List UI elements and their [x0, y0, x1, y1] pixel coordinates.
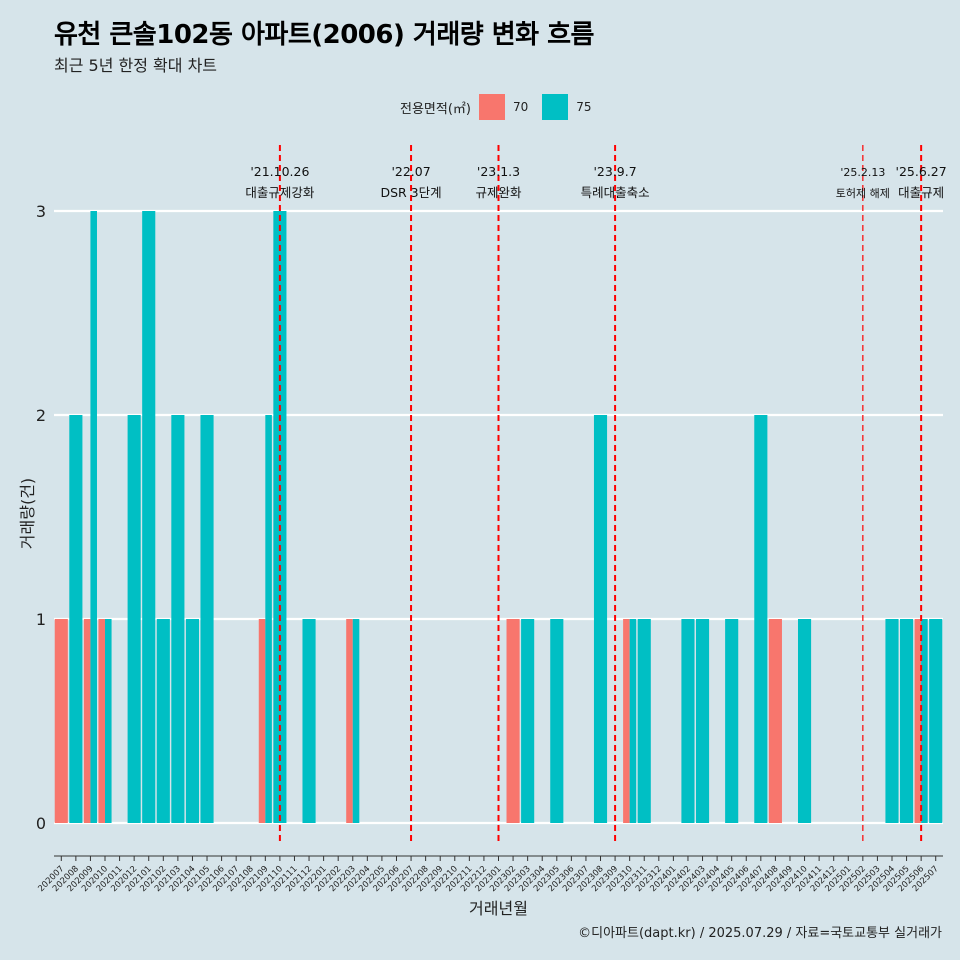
bar-70-202310	[623, 619, 630, 823]
event-date: '23.1.3	[477, 164, 520, 179]
bar-75-202009	[90, 211, 97, 823]
bar-75-202410	[797, 619, 812, 823]
chart-title: 유천 큰솔102동 아파트(2006) 거래량 변화 흐름	[54, 20, 594, 50]
y-tick-label: 0	[36, 814, 46, 833]
bar-75-202403	[695, 619, 710, 823]
bar-75-202109	[265, 415, 272, 823]
y-tick-label: 3	[36, 202, 46, 221]
bar-75-202402	[681, 619, 695, 823]
bar-75-202104	[185, 619, 200, 823]
bar-75-202310	[629, 619, 637, 823]
chart-subtitle: 최근 5년 한정 확대 차트	[54, 56, 218, 75]
bar-75-202105	[200, 415, 214, 823]
bar-75-202102	[156, 619, 170, 823]
event-label: DSR 3단계	[380, 185, 441, 200]
footer-credit: ©디아파트(dapt.kr) / 2025.07.29 / 자료=국토교통부 실…	[578, 926, 942, 941]
legend-label-70: 70	[512, 100, 529, 114]
bar-75-202308	[593, 415, 608, 823]
event-label: 대출규제강화	[245, 185, 315, 200]
bar-75-202505	[900, 619, 914, 823]
bar-75-202101	[142, 211, 156, 823]
event-date: '25.6.27	[896, 164, 947, 179]
bar-70-202009	[83, 619, 91, 823]
legend-swatch-75	[542, 94, 569, 120]
bar-70-202302	[506, 619, 520, 823]
bar-75-202311	[637, 619, 651, 823]
bar-70-202109	[258, 619, 266, 823]
event-label: 규제완화	[475, 185, 522, 200]
event-date: '22.07	[391, 164, 430, 179]
y-axis-title: 거래량(건)	[18, 478, 37, 549]
bar-70-202203	[346, 619, 353, 823]
bar-75-202008	[69, 415, 83, 823]
event-label: 대출규제	[898, 185, 944, 200]
bar-70-202007	[54, 619, 68, 823]
bar-70-202506	[914, 619, 922, 823]
event-date: '21.10.26	[250, 164, 309, 179]
bar-75-202203	[352, 619, 360, 823]
bar-75-202504	[885, 619, 899, 823]
bar-75-202506	[921, 619, 928, 823]
bar-70-202010	[98, 619, 106, 823]
event-label: 토허제 해제	[836, 186, 890, 200]
bar-75-202407	[754, 415, 768, 823]
bar-75-202112	[302, 619, 316, 823]
bar-75-202103	[171, 415, 185, 823]
bar-75-202507	[929, 619, 943, 823]
bar-75-202305	[550, 619, 564, 823]
event-label: 특례대출축소	[581, 185, 650, 200]
y-tick-label: 1	[36, 610, 46, 629]
bar-75-202012	[127, 415, 141, 823]
y-tick-label: 2	[36, 406, 46, 425]
x-axis-title: 거래년월	[469, 899, 528, 918]
event-date: '25.2.13	[840, 166, 885, 179]
bar-75-202405	[725, 619, 739, 823]
bar-75-202010	[105, 619, 112, 823]
bar-75-202303	[521, 619, 535, 823]
legend-title: 전용면적(㎡)	[400, 101, 471, 117]
legend-swatch-70	[478, 94, 505, 120]
bar-70-202408	[768, 619, 782, 823]
event-date: '23.9.7	[593, 164, 636, 179]
legend: 전용면적(㎡) 70 75	[400, 93, 606, 121]
legend-label-75: 75	[576, 100, 592, 114]
